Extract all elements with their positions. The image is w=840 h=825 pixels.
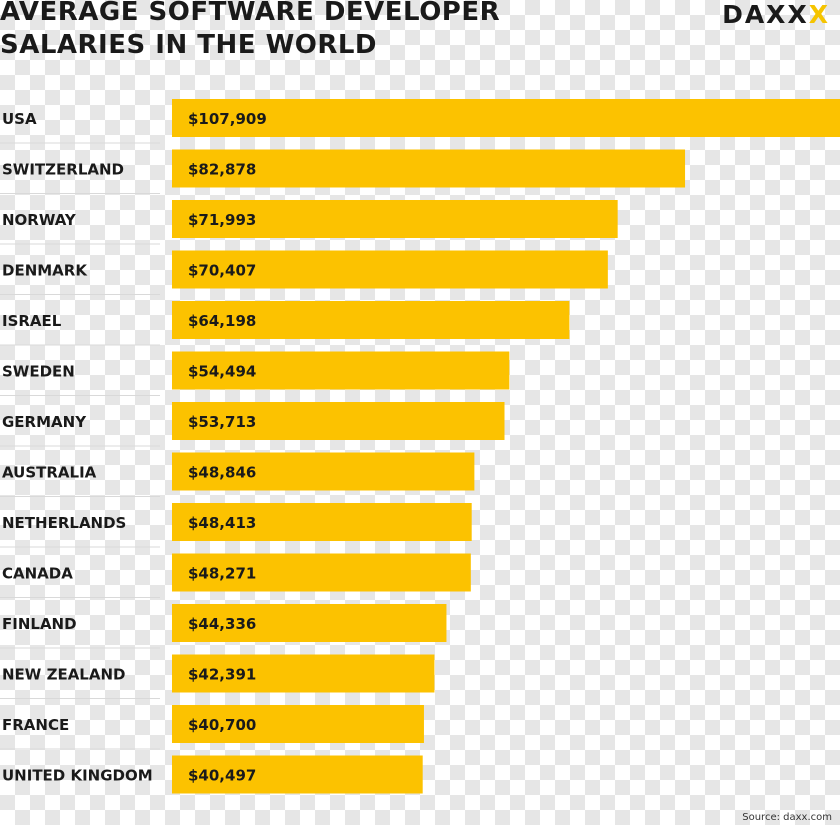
bar: [172, 149, 686, 188]
bar-chart: USA $107,909 SWITZERLAND $82,878 NORWAY $71,9…: [0, 99, 840, 794]
value-label: $48,271: [188, 565, 256, 583]
value-label: $71,993: [188, 211, 256, 229]
category-label: NORWAY: [2, 211, 77, 229]
chart-title: AVERAGE SOFTWARE DEVELOPER SALARIES IN T…: [0, 0, 500, 62]
bar: [172, 503, 472, 541]
bar: [172, 705, 424, 743]
value-label: $107,909: [188, 110, 267, 128]
logo-text: DAXX: [722, 0, 809, 29]
bar: [172, 755, 423, 794]
category-label: USA: [2, 110, 37, 128]
value-label: $64,198: [188, 312, 256, 330]
category-label: UNITED KINGDOM: [2, 767, 153, 785]
bar: [172, 452, 475, 491]
bar: [172, 553, 471, 592]
daxx-logo: DAXXX: [722, 0, 830, 29]
bar: [172, 654, 435, 693]
value-label: $48,846: [188, 464, 256, 482]
value-label: $70,407: [188, 262, 256, 280]
value-label: $40,700: [188, 716, 256, 734]
bar: [172, 99, 840, 137]
category-label: DENMARK: [2, 262, 88, 280]
value-label: $82,878: [188, 161, 256, 179]
bar: [172, 301, 570, 339]
bar: [172, 402, 505, 440]
logo-accent: X: [808, 0, 830, 29]
bar: [172, 351, 510, 390]
category-label: GERMANY: [2, 413, 87, 431]
category-label: FRANCE: [2, 716, 69, 734]
category-label: ISRAEL: [2, 312, 62, 330]
source-note: Source: daxx.com: [742, 812, 832, 823]
category-label: NETHERLANDS: [2, 514, 126, 532]
category-label: SWITZERLAND: [2, 161, 124, 179]
value-label: $48,413: [188, 514, 256, 532]
category-label: NEW ZEALAND: [2, 666, 125, 684]
category-label: FINLAND: [2, 615, 77, 633]
value-label: $53,713: [188, 413, 256, 431]
value-label: $54,494: [188, 363, 256, 381]
value-label: $42,391: [188, 666, 256, 684]
category-label: CANADA: [2, 565, 73, 583]
category-label: AUSTRALIA: [2, 464, 97, 482]
value-label: $40,497: [188, 767, 256, 785]
bar: [172, 250, 608, 289]
title-line-1: AVERAGE SOFTWARE DEVELOPER: [0, 0, 501, 27]
bar: [172, 604, 447, 642]
value-label: $44,336: [188, 615, 256, 633]
bar: [172, 200, 618, 238]
title-line-2: SALARIES IN THE WORLD: [0, 30, 378, 60]
category-label: SWEDEN: [2, 363, 75, 381]
